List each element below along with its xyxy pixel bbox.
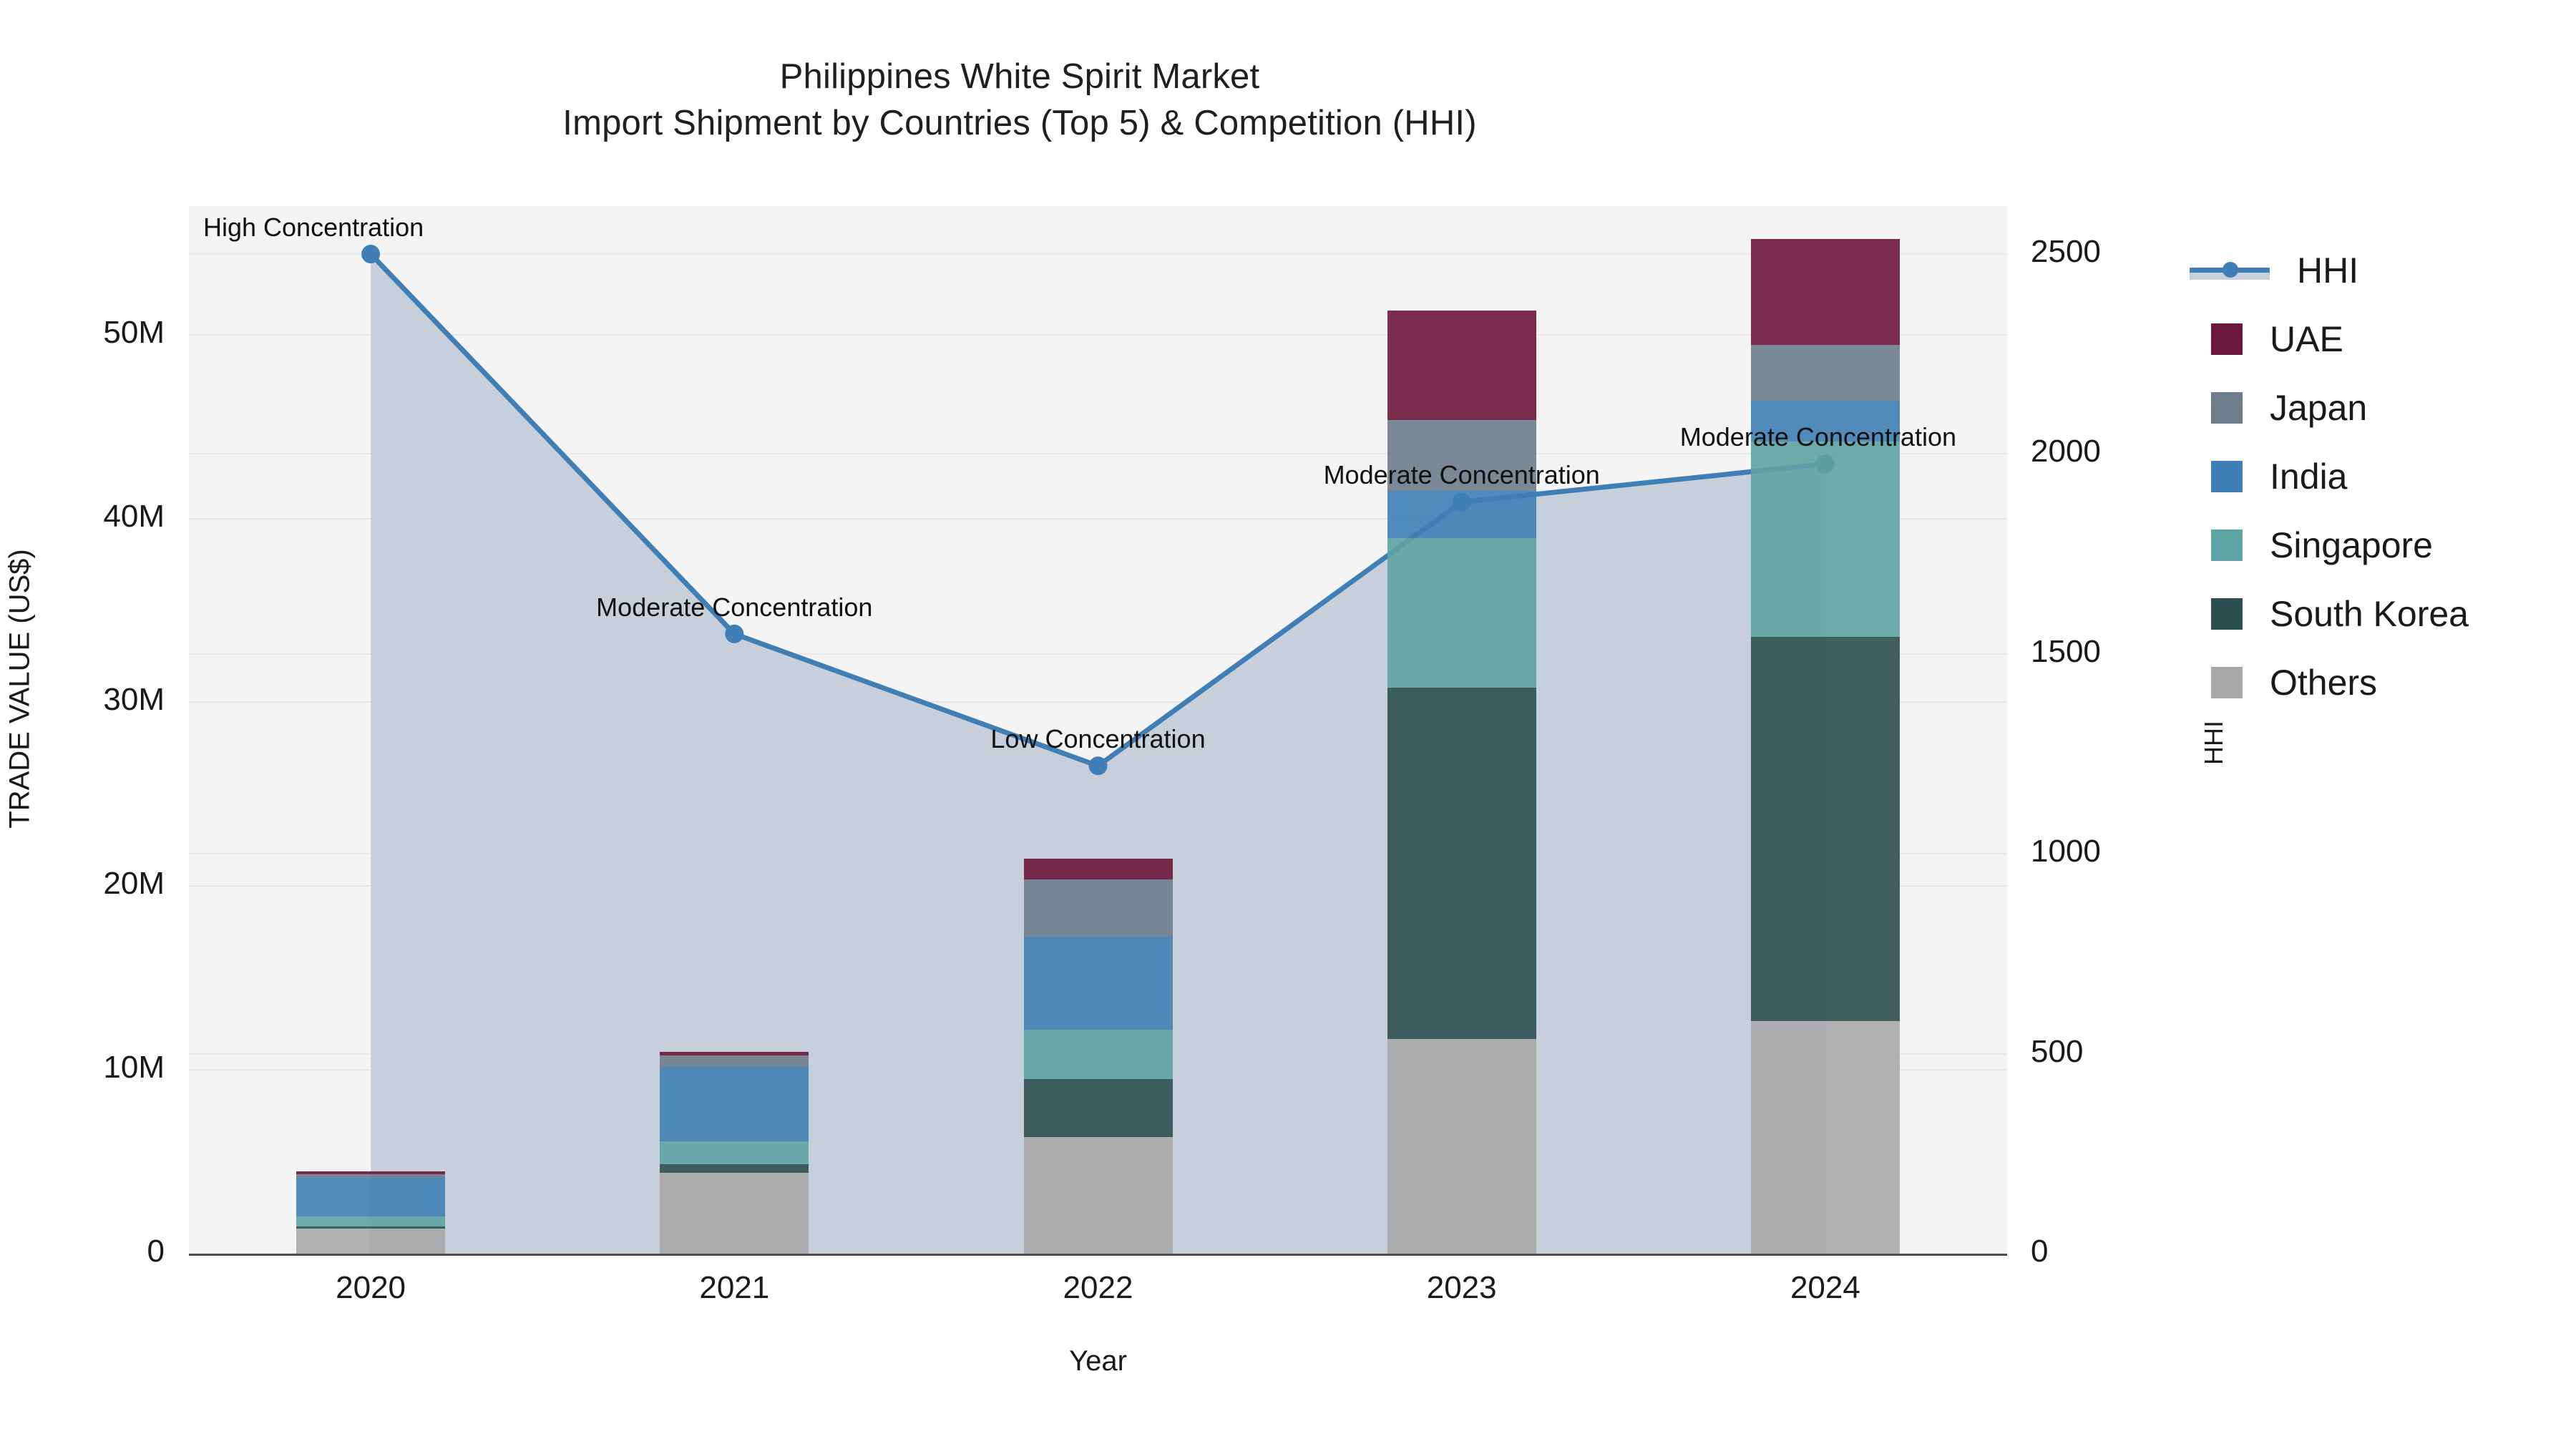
legend-swatch-icon bbox=[2211, 323, 2243, 355]
bar-segment-others-2023[interactable] bbox=[1387, 1038, 1536, 1254]
legend-swatch-icon bbox=[2211, 667, 2243, 698]
y-tick-left-50M: 50M bbox=[103, 314, 165, 350]
bar-segment-uae-2024[interactable] bbox=[1750, 239, 1900, 345]
annotation-2022: Low Concentration bbox=[990, 724, 1206, 754]
x-axis-line bbox=[189, 1254, 2007, 1256]
bar-segment-singapore-2021[interactable] bbox=[660, 1141, 809, 1165]
legend-item-india[interactable]: India bbox=[2190, 442, 2569, 511]
bar-segment-south-korea-2020[interactable] bbox=[296, 1226, 446, 1229]
bar-segment-uae-2021[interactable] bbox=[660, 1051, 809, 1055]
legend-swatch-icon bbox=[2211, 392, 2243, 424]
bar-segment-others-2024[interactable] bbox=[1750, 1021, 1900, 1254]
legend-item-singapore[interactable]: Singapore bbox=[2190, 511, 2569, 580]
legend-swatch-icon bbox=[2211, 530, 2243, 561]
y-tick-right-500: 500 bbox=[2031, 1033, 2084, 1069]
legend-label: South Korea bbox=[2270, 594, 2469, 634]
y-tick-left-20M: 20M bbox=[103, 866, 165, 902]
bar-segment-uae-2022[interactable] bbox=[1023, 858, 1173, 880]
x-tick-2023[interactable]: 2023 bbox=[1426, 1270, 1497, 1305]
y-tick-right-1000: 1000 bbox=[2031, 834, 2101, 869]
bar-segment-south-korea-2024[interactable] bbox=[1750, 637, 1900, 1022]
y-tick-left-10M: 10M bbox=[103, 1050, 165, 1085]
bar-segment-india-2023[interactable] bbox=[1387, 491, 1536, 538]
bar-segment-others-2022[interactable] bbox=[1023, 1136, 1173, 1254]
x-tick-2022[interactable]: 2022 bbox=[1063, 1270, 1133, 1305]
y-tick-right-2000: 2000 bbox=[2031, 434, 2101, 469]
bar-group-2023[interactable] bbox=[1387, 206, 1536, 1254]
legend-line-icon bbox=[2190, 260, 2270, 281]
y-tick-left-40M: 40M bbox=[103, 498, 165, 534]
bar-segment-uae-2020[interactable] bbox=[296, 1171, 446, 1174]
legend-item-south-korea[interactable]: South Korea bbox=[2190, 580, 2569, 648]
y-tick-left-0: 0 bbox=[147, 1234, 165, 1269]
annotation-2023: Moderate Concentration bbox=[1323, 460, 1600, 490]
bar-segment-singapore-2020[interactable] bbox=[296, 1216, 446, 1227]
legend-label: UAE bbox=[2270, 319, 2343, 359]
x-tick-2024[interactable]: 2024 bbox=[1790, 1270, 1860, 1305]
chart-title: Philippines White Spirit Market bbox=[779, 57, 1260, 96]
bar-segment-uae-2023[interactable] bbox=[1387, 311, 1536, 421]
bar-segment-india-2022[interactable] bbox=[1023, 936, 1173, 1030]
bar-segment-singapore-2022[interactable] bbox=[1023, 1029, 1173, 1079]
x-axis-title: Year bbox=[1069, 1345, 1127, 1377]
legend-item-japan[interactable]: Japan bbox=[2190, 374, 2569, 442]
x-tick-2021[interactable]: 2021 bbox=[699, 1270, 770, 1305]
bar-segment-japan-2021[interactable] bbox=[660, 1055, 809, 1068]
bar-segment-japan-2022[interactable] bbox=[1023, 879, 1173, 937]
bar-segment-india-2024[interactable] bbox=[1750, 401, 1900, 441]
annotation-2024: Moderate Concentration bbox=[1679, 422, 1957, 452]
legend-label: India bbox=[2270, 457, 2348, 497]
bar-segment-south-korea-2021[interactable] bbox=[660, 1164, 809, 1173]
bar-segment-others-2021[interactable] bbox=[660, 1173, 809, 1254]
bar-segment-japan-2024[interactable] bbox=[1750, 344, 1900, 401]
bar-group-2020[interactable] bbox=[296, 206, 446, 1254]
legend-item-hhi[interactable]: HHI bbox=[2190, 236, 2569, 305]
bar-group-2024[interactable] bbox=[1750, 206, 1900, 1254]
bar-segment-singapore-2024[interactable] bbox=[1750, 441, 1900, 638]
bar-segment-india-2021[interactable] bbox=[660, 1067, 809, 1142]
y-tick-left-30M: 30M bbox=[103, 682, 165, 718]
legend-item-uae[interactable]: UAE bbox=[2190, 305, 2569, 374]
legend-label: Others bbox=[2270, 663, 2378, 703]
y-tick-right-2500: 2500 bbox=[2031, 234, 2101, 270]
x-tick-2020[interactable]: 2020 bbox=[336, 1270, 406, 1305]
y-tick-right-1500: 1500 bbox=[2031, 633, 2101, 669]
annotation-2021: Moderate Concentration bbox=[596, 592, 873, 622]
bar-segment-south-korea-2022[interactable] bbox=[1023, 1079, 1173, 1137]
bar-segment-india-2020[interactable] bbox=[296, 1178, 446, 1216]
annotation-2020: High Concentration bbox=[203, 213, 424, 243]
legend-swatch-icon bbox=[2211, 461, 2243, 492]
chart-subtitle: Import Shipment by Countries (Top 5) & C… bbox=[562, 103, 1477, 142]
chart-legend: HHI UAE Japan India Singapore South Korea Othe… bbox=[2190, 236, 2569, 717]
legend-label: Japan bbox=[2270, 388, 2368, 428]
legend-item-others[interactable]: Others bbox=[2190, 648, 2569, 717]
legend-label: HHI bbox=[2297, 250, 2359, 291]
bar-group-2022[interactable] bbox=[1023, 206, 1173, 1254]
chart-title-block: Philippines White Spirit Market Import S… bbox=[0, 54, 2039, 146]
plot-area: High Concentration Moderate Concentration… bbox=[189, 206, 2007, 1254]
bar-segment-singapore-2023[interactable] bbox=[1387, 537, 1536, 688]
legend-swatch-icon bbox=[2211, 598, 2243, 630]
legend-label: Singapore bbox=[2270, 525, 2433, 565]
bar-group-2021[interactable] bbox=[660, 206, 809, 1254]
y-tick-right-0: 0 bbox=[2031, 1234, 2049, 1269]
bar-segment-japan-2023[interactable] bbox=[1387, 420, 1536, 492]
bar-segment-others-2020[interactable] bbox=[296, 1229, 446, 1254]
bar-segment-japan-2020[interactable] bbox=[296, 1174, 446, 1179]
bar-segment-south-korea-2023[interactable] bbox=[1387, 687, 1536, 1039]
